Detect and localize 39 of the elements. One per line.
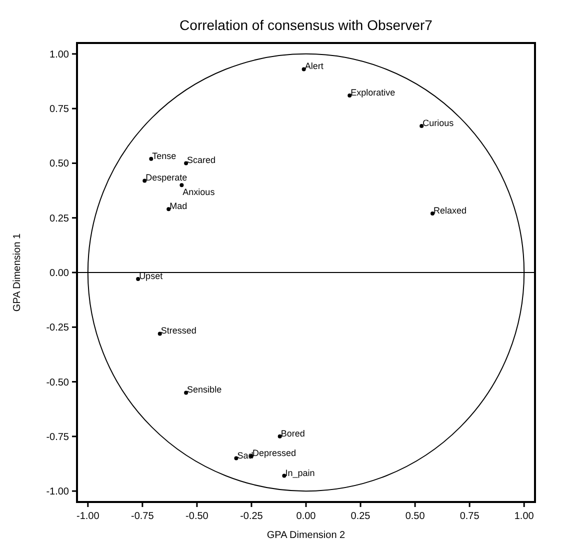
- x-tick-label: 0.00: [296, 511, 316, 522]
- annotation: In_pain: [285, 468, 315, 478]
- y-tick-label: 0.00: [50, 268, 70, 279]
- annotation: Alert: [304, 61, 324, 72]
- x-tick-label: 1.00: [514, 511, 534, 522]
- annotation: Explorative: [350, 87, 396, 98]
- y-tick-label: -1.00: [46, 486, 70, 498]
- annotation: Tense: [152, 150, 176, 161]
- y-tick-label: -0.50: [46, 377, 70, 388]
- annotation: Mad: [170, 201, 188, 212]
- annotation: Anxious: [182, 187, 216, 198]
- point: [180, 183, 184, 188]
- annotation: Desperate: [146, 172, 188, 183]
- x-tick-label: 0.50: [405, 511, 426, 522]
- point: [430, 211, 434, 216]
- y-tick-label: -0.25: [46, 322, 70, 334]
- x-tick-label: 0.75: [460, 511, 480, 522]
- chart-title: Correlation of consensus with Observer7: [180, 17, 433, 33]
- annotation: Scared: [187, 155, 216, 166]
- point: [278, 434, 282, 438]
- x-tick-label: -0.75: [131, 511, 154, 522]
- x-tick-label: -0.25: [240, 511, 264, 522]
- annotation: Stressed: [160, 326, 196, 336]
- x-tick-label: -1.00: [76, 511, 100, 522]
- y-tick-label: 0.75: [50, 104, 70, 116]
- x-tick-label: -0.50: [186, 511, 209, 522]
- y-axis-title: GPA Dimension 1: [12, 232, 23, 312]
- x-tick-label: 0.25: [350, 511, 371, 522]
- annotation: Bored: [280, 428, 305, 438]
- y-tick-label: -0.75: [46, 432, 70, 443]
- y-tick-label: 0.25: [50, 213, 70, 224]
- y-tick-label: 1.00: [50, 49, 70, 60]
- annotation: Depressed: [252, 448, 296, 458]
- annotation: Curious: [422, 118, 454, 128]
- x-axis-title: GPA Dimension 2: [266, 530, 346, 541]
- annotation: Relaxed: [433, 205, 467, 216]
- annotation: Sensible: [187, 384, 222, 395]
- annotation: Upset: [139, 271, 164, 282]
- y-tick-label: 0.50: [50, 158, 70, 170]
